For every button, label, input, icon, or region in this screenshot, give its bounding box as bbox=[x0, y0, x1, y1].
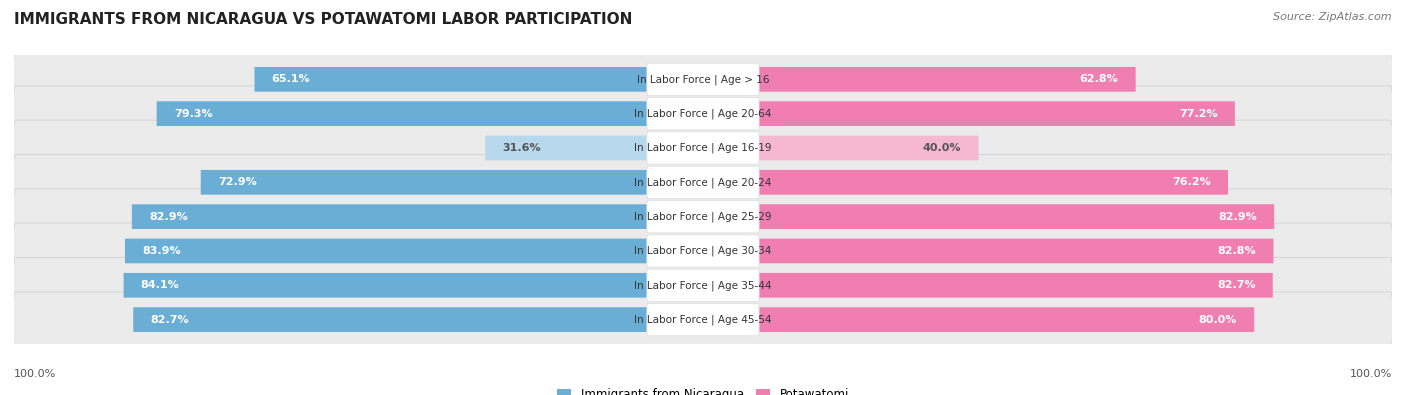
FancyBboxPatch shape bbox=[485, 135, 648, 160]
Text: In Labor Force | Age 30-34: In Labor Force | Age 30-34 bbox=[634, 246, 772, 256]
Text: 82.8%: 82.8% bbox=[1218, 246, 1256, 256]
Text: 82.9%: 82.9% bbox=[1218, 212, 1257, 222]
Text: In Labor Force | Age 45-54: In Labor Force | Age 45-54 bbox=[634, 314, 772, 325]
Text: 65.1%: 65.1% bbox=[271, 74, 311, 84]
FancyBboxPatch shape bbox=[647, 98, 759, 130]
Text: 77.2%: 77.2% bbox=[1180, 109, 1218, 118]
Text: In Labor Force | Age 20-64: In Labor Force | Age 20-64 bbox=[634, 108, 772, 119]
Text: 100.0%: 100.0% bbox=[14, 369, 56, 379]
FancyBboxPatch shape bbox=[758, 273, 1272, 298]
FancyBboxPatch shape bbox=[647, 201, 759, 233]
FancyBboxPatch shape bbox=[758, 170, 1227, 195]
Text: 80.0%: 80.0% bbox=[1198, 315, 1237, 325]
FancyBboxPatch shape bbox=[14, 120, 1392, 176]
Text: 72.9%: 72.9% bbox=[218, 177, 257, 187]
Text: 62.8%: 62.8% bbox=[1080, 74, 1118, 84]
Text: 84.1%: 84.1% bbox=[141, 280, 180, 290]
FancyBboxPatch shape bbox=[134, 307, 648, 332]
FancyBboxPatch shape bbox=[14, 86, 1392, 141]
FancyBboxPatch shape bbox=[758, 135, 979, 160]
FancyBboxPatch shape bbox=[758, 204, 1274, 229]
FancyBboxPatch shape bbox=[647, 303, 759, 336]
Text: 79.3%: 79.3% bbox=[174, 109, 212, 118]
FancyBboxPatch shape bbox=[647, 235, 759, 267]
FancyBboxPatch shape bbox=[201, 170, 648, 195]
FancyBboxPatch shape bbox=[14, 154, 1392, 210]
FancyBboxPatch shape bbox=[14, 51, 1392, 107]
FancyBboxPatch shape bbox=[647, 269, 759, 301]
FancyBboxPatch shape bbox=[254, 67, 648, 92]
Text: In Labor Force | Age 20-24: In Labor Force | Age 20-24 bbox=[634, 177, 772, 188]
Text: 82.7%: 82.7% bbox=[1218, 280, 1256, 290]
FancyBboxPatch shape bbox=[14, 223, 1392, 279]
Text: 100.0%: 100.0% bbox=[1350, 369, 1392, 379]
FancyBboxPatch shape bbox=[647, 63, 759, 96]
FancyBboxPatch shape bbox=[758, 239, 1274, 263]
FancyBboxPatch shape bbox=[14, 189, 1392, 245]
Text: 82.7%: 82.7% bbox=[150, 315, 188, 325]
Text: IMMIGRANTS FROM NICARAGUA VS POTAWATOMI LABOR PARTICIPATION: IMMIGRANTS FROM NICARAGUA VS POTAWATOMI … bbox=[14, 12, 633, 27]
FancyBboxPatch shape bbox=[125, 239, 648, 263]
Text: In Labor Force | Age 35-44: In Labor Force | Age 35-44 bbox=[634, 280, 772, 291]
FancyBboxPatch shape bbox=[758, 307, 1254, 332]
FancyBboxPatch shape bbox=[124, 273, 648, 298]
Text: 40.0%: 40.0% bbox=[922, 143, 962, 153]
Text: In Labor Force | Age 25-29: In Labor Force | Age 25-29 bbox=[634, 211, 772, 222]
FancyBboxPatch shape bbox=[14, 292, 1392, 348]
FancyBboxPatch shape bbox=[758, 67, 1136, 92]
FancyBboxPatch shape bbox=[156, 101, 648, 126]
Text: 82.9%: 82.9% bbox=[149, 212, 188, 222]
FancyBboxPatch shape bbox=[14, 258, 1392, 313]
FancyBboxPatch shape bbox=[647, 132, 759, 164]
Text: 31.6%: 31.6% bbox=[502, 143, 541, 153]
Text: In Labor Force | Age > 16: In Labor Force | Age > 16 bbox=[637, 74, 769, 85]
Legend: Immigrants from Nicaragua, Potawatomi: Immigrants from Nicaragua, Potawatomi bbox=[557, 388, 849, 395]
Text: Source: ZipAtlas.com: Source: ZipAtlas.com bbox=[1274, 12, 1392, 22]
Text: 76.2%: 76.2% bbox=[1173, 177, 1211, 187]
Text: 83.9%: 83.9% bbox=[142, 246, 181, 256]
FancyBboxPatch shape bbox=[132, 204, 648, 229]
FancyBboxPatch shape bbox=[758, 101, 1234, 126]
FancyBboxPatch shape bbox=[647, 166, 759, 198]
Text: In Labor Force | Age 16-19: In Labor Force | Age 16-19 bbox=[634, 143, 772, 153]
